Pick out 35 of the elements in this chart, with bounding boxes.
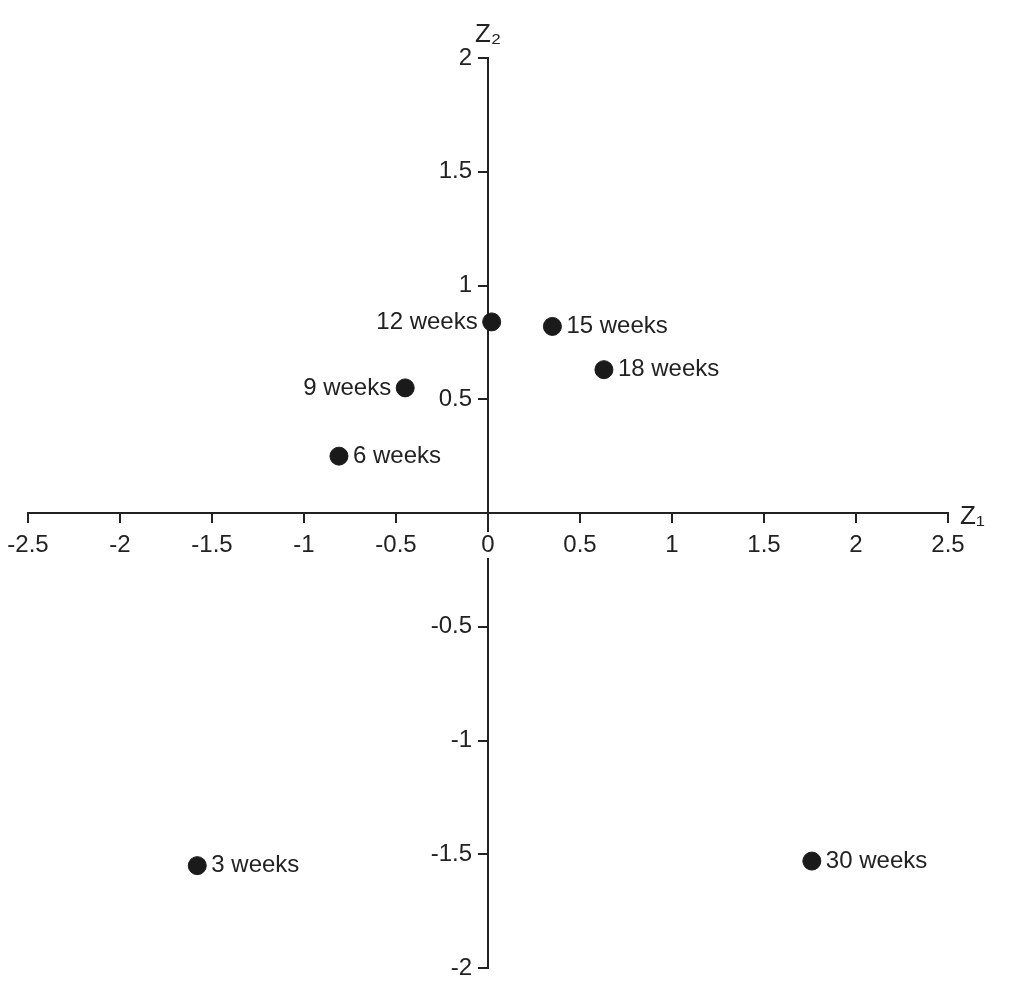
point bbox=[594, 360, 614, 380]
x-tick-label: 0 bbox=[481, 529, 495, 557]
y-tick-label: 0.5 bbox=[438, 383, 472, 411]
annotation: 6 weeks bbox=[352, 440, 442, 468]
point bbox=[395, 378, 415, 398]
annotation: 3 weeks bbox=[211, 850, 300, 878]
annotation: 15 weeks bbox=[566, 311, 668, 339]
y-tick-label: -1 bbox=[450, 725, 472, 753]
point bbox=[187, 856, 207, 876]
x-tick-label: -1.5 bbox=[191, 529, 233, 557]
point bbox=[802, 851, 822, 871]
point bbox=[542, 316, 562, 336]
x-tick-label: -2 bbox=[109, 529, 131, 557]
x-tick-label: -2.5 bbox=[7, 529, 49, 557]
x-tick-label: -0.5 bbox=[375, 529, 417, 557]
y-tick-label: -0.5 bbox=[430, 611, 472, 639]
x-tick-label: 1 bbox=[665, 529, 679, 557]
annotation: 12 weeks bbox=[376, 306, 478, 334]
x-axis-title: Z₁ bbox=[960, 500, 985, 531]
point bbox=[329, 446, 349, 466]
annotation: 9 weeks bbox=[303, 372, 392, 400]
x-tick-label: 2.5 bbox=[931, 529, 965, 557]
annotation: 18 weeks bbox=[617, 354, 720, 382]
y-axis-title: Z₂ bbox=[475, 18, 501, 49]
y-tick-label: 1.5 bbox=[438, 156, 472, 184]
y-tick-label: -1.5 bbox=[430, 838, 472, 866]
x-tick-label: 1.5 bbox=[747, 529, 781, 557]
x-tick-label: 0.5 bbox=[563, 529, 597, 557]
y-tick-label: -2 bbox=[450, 952, 472, 980]
annotation: 30 weeks bbox=[825, 845, 928, 873]
point bbox=[482, 312, 502, 332]
x-tick-label: -1 bbox=[293, 529, 315, 557]
y-tick-label: 2 bbox=[458, 42, 472, 70]
x-tick-label: 2 bbox=[849, 529, 863, 557]
y-tick-label: 1 bbox=[458, 270, 472, 298]
